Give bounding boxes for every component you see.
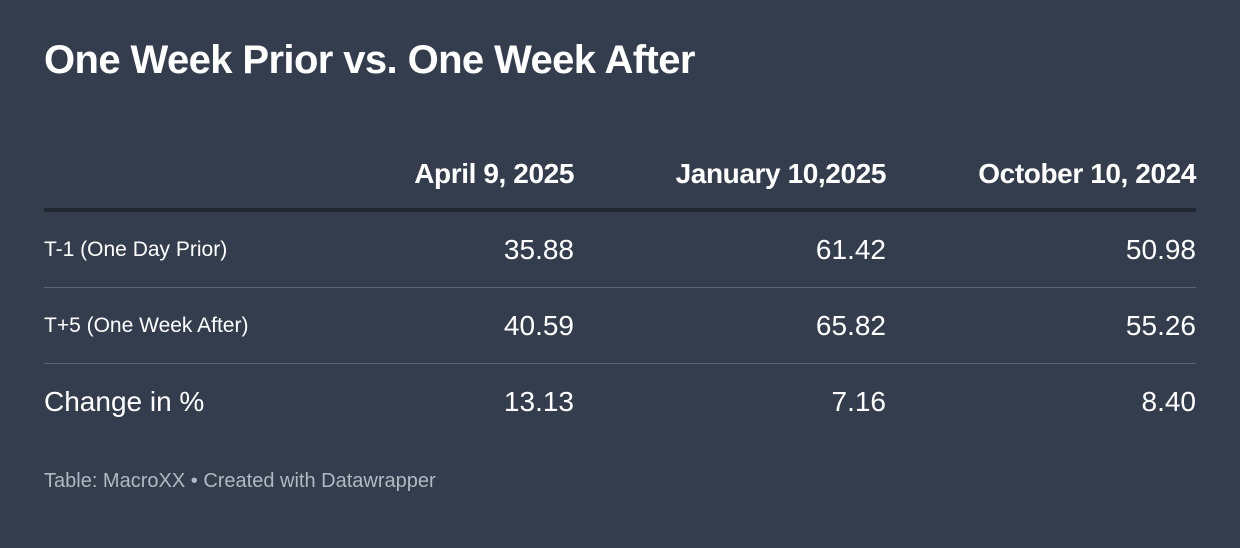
table-cell: 40.59 — [376, 287, 574, 364]
table-row-t-minus-1: T-1 (One Day Prior) 35.88 61.42 50.98 — [44, 210, 1196, 288]
column-header-empty — [44, 118, 376, 212]
table-row-change-percent: Change in % 13.13 7.16 8.40 — [44, 364, 1196, 440]
column-header-april-9-2025: April 9, 2025 — [376, 118, 574, 212]
table-cell: 55.26 — [886, 287, 1196, 364]
table-cell: 35.88 — [376, 210, 574, 288]
footer-source: Table: MacroXX — [44, 470, 186, 492]
column-header-october-10-2024: October 10, 2024 — [886, 118, 1196, 212]
row-label: T-1 (One Day Prior) — [44, 210, 376, 288]
table-cell: 7.16 — [831, 385, 887, 417]
table-row-t-plus-5: T+5 (One Week After) 40.59 65.82 55.26 — [44, 287, 1196, 364]
table-cell: 65.82 — [574, 287, 886, 364]
table-cell: 13.13 — [503, 385, 574, 417]
chart-title: One Week Prior vs. One Week After — [44, 38, 695, 82]
data-table: April 9, 2025 January 10,2025 October 10… — [44, 118, 1196, 439]
row-label: T+5 (One Week After) — [44, 287, 376, 364]
column-header-january-10-2025: January 10,2025 — [574, 118, 886, 212]
header-row: April 9, 2025 January 10,2025 October 10… — [44, 118, 1196, 212]
chart-footer: Table: MacroXX • Created with Datawrappe… — [44, 469, 436, 493]
row-label: Change in % — [44, 385, 205, 417]
footer-separator: • — [190, 470, 198, 492]
table-cell: 61.42 — [574, 210, 886, 288]
table-cell: 50.98 — [886, 210, 1196, 288]
table-cell: 8.40 — [1141, 385, 1197, 417]
footer-credit: Created with Datawrapper — [203, 470, 436, 492]
